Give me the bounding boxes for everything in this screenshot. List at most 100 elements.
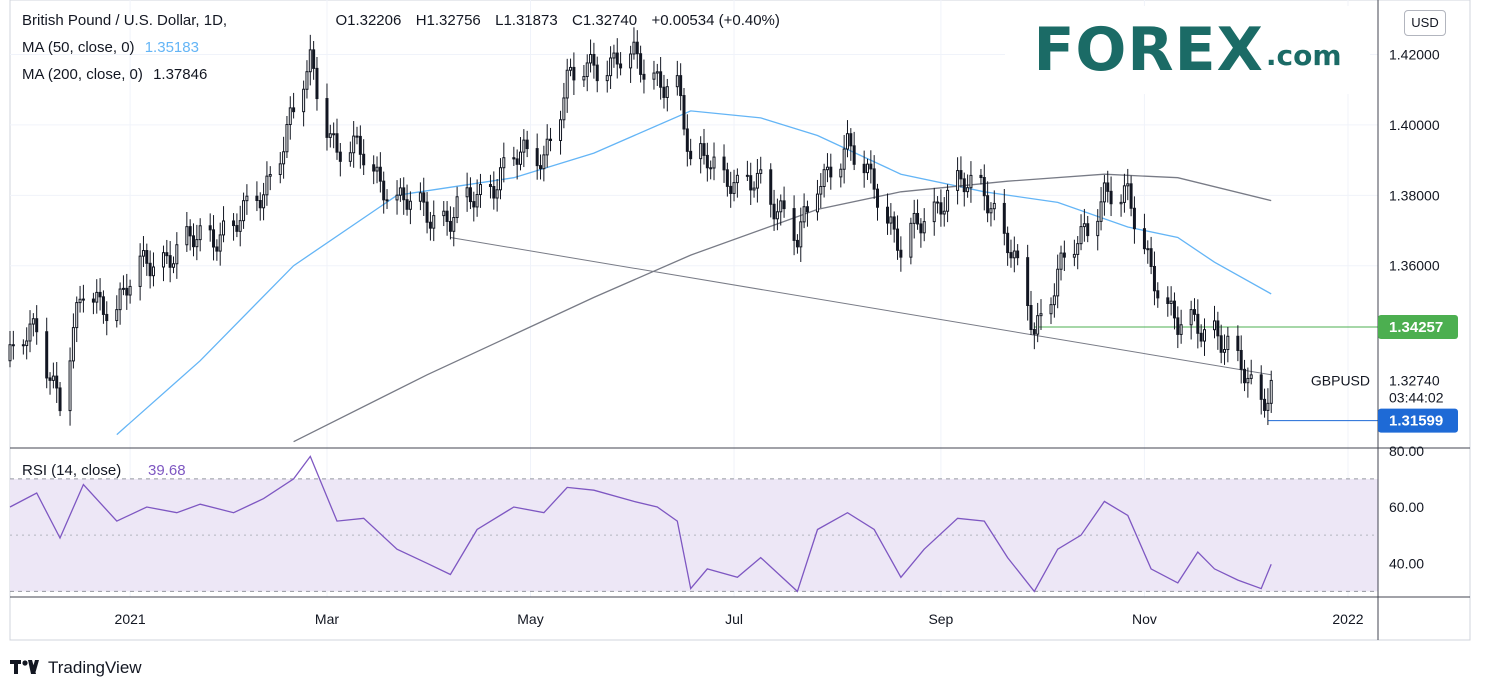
candle-down	[1172, 300, 1176, 319]
candle-down	[679, 75, 683, 97]
candle-up	[262, 194, 266, 209]
candle-up	[151, 266, 155, 277]
ma50-value: 1.35183	[144, 39, 199, 56]
candle-up	[432, 215, 436, 229]
candle-up	[222, 220, 226, 236]
candle-down	[385, 199, 389, 202]
candle-down	[709, 167, 713, 170]
candle-up	[755, 172, 759, 189]
candle-up	[699, 143, 703, 160]
candle-down	[212, 229, 216, 248]
candle-up	[265, 175, 269, 196]
candle-up	[475, 194, 479, 208]
x-tick-label: 2021	[115, 611, 146, 627]
candle-up	[752, 187, 756, 191]
rsi-tick-label: 60.00	[1389, 499, 1424, 515]
candle-up	[161, 252, 165, 268]
candle-up	[1059, 252, 1063, 270]
candle-up	[559, 119, 563, 141]
candle-up	[418, 192, 422, 202]
candle-up	[735, 174, 739, 184]
candle-down	[488, 184, 492, 188]
candle-up	[68, 360, 72, 412]
candle-down	[1239, 349, 1243, 370]
candle-up	[759, 169, 763, 174]
candle-up	[569, 66, 573, 71]
candle-up	[1039, 313, 1043, 317]
ohlc-low-label: L	[495, 12, 504, 29]
candle-down	[258, 200, 262, 209]
candle-up	[562, 97, 566, 121]
candle-down	[1152, 265, 1156, 292]
candle-down	[792, 208, 796, 241]
candle-down	[1142, 228, 1146, 250]
x-tick-label: Sep	[928, 611, 953, 627]
candle-up	[278, 163, 282, 176]
rsi-value: 39.68	[148, 462, 186, 479]
candle-down	[876, 188, 880, 208]
candle-down	[916, 212, 920, 225]
candle-up	[1072, 253, 1076, 258]
candle-up	[1213, 320, 1217, 331]
candle-down	[101, 296, 105, 315]
candle-down	[919, 223, 923, 234]
candle-up	[185, 226, 189, 246]
candle-up	[1056, 268, 1060, 297]
candle-down	[168, 255, 172, 268]
x-tick-label: Jul	[725, 611, 743, 627]
candle-down	[829, 166, 833, 178]
candle-down	[959, 170, 963, 180]
candle-up	[31, 318, 35, 325]
candle-down	[192, 235, 196, 248]
symbol-title: British Pound / U.S. Dollar, 1D,	[22, 12, 228, 29]
candle-down	[215, 246, 219, 252]
candle-up	[478, 184, 482, 196]
candle-down	[1263, 398, 1267, 411]
candle-up	[332, 133, 336, 136]
candle-down	[58, 387, 62, 412]
candle-up	[218, 234, 222, 252]
candle-up	[815, 193, 819, 213]
candle-up	[866, 163, 870, 174]
candle-down	[982, 177, 986, 197]
candle-up	[585, 62, 589, 78]
ma200-label: MA (200, close, 0)	[22, 66, 143, 83]
candle-down	[862, 163, 866, 174]
rsi-line	[9, 455, 1272, 593]
candle-down	[402, 187, 406, 201]
candle-down	[105, 313, 109, 322]
candle-down	[939, 202, 943, 215]
candle-down	[1149, 248, 1153, 267]
candle-up	[1249, 374, 1253, 379]
candle-down	[1129, 183, 1133, 209]
candle-up	[498, 167, 502, 191]
candle-down	[1106, 182, 1110, 192]
candle-up	[398, 187, 402, 196]
candle-down	[539, 165, 543, 170]
legend-ma50-row[interactable]: MA (50, close, 0) 1.35183	[22, 39, 199, 56]
candle-down	[1259, 374, 1263, 400]
candle-up	[922, 221, 926, 234]
ma50-line	[116, 110, 1272, 436]
candle-up	[195, 239, 199, 248]
candle-up	[1079, 226, 1083, 245]
candle-down	[635, 41, 639, 55]
candle-up	[819, 186, 823, 195]
candle-up	[612, 52, 616, 59]
candle-up	[629, 53, 633, 69]
candle-up	[171, 263, 175, 268]
candle-up	[1082, 223, 1086, 228]
candle-down	[335, 133, 339, 153]
candle-up	[825, 166, 829, 171]
candle-down	[21, 344, 25, 347]
candle-up	[121, 287, 125, 290]
candle-down	[936, 201, 940, 204]
ohlc-high: 1.32756	[426, 12, 481, 29]
candle-down	[188, 226, 192, 237]
legend-ma200-row[interactable]: MA (200, close, 0) 1.37846	[22, 66, 207, 83]
candle-down	[1009, 252, 1013, 259]
tradingview-logo[interactable]: TradingView	[10, 655, 142, 681]
currency-badge[interactable]: USD	[1404, 10, 1446, 36]
